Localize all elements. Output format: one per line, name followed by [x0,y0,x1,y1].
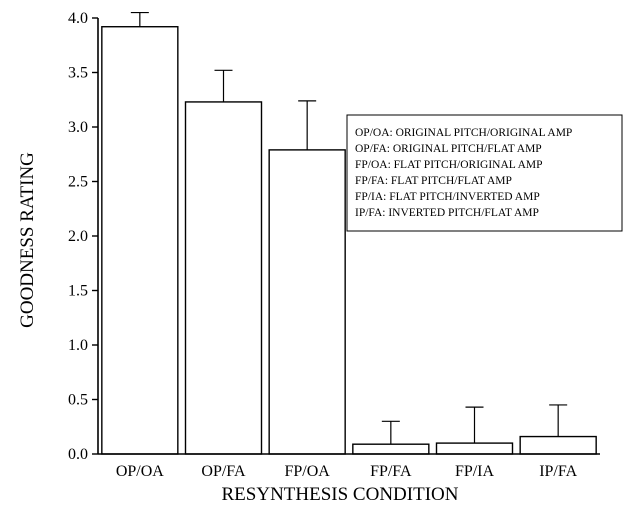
legend-entry: IP/FA: INVERTED PITCH/FLAT AMP [355,207,539,219]
x-tick-label: FP/FA [370,463,412,480]
y-tick-label: 0.5 [68,392,88,409]
y-tick-label: 1.0 [68,337,88,354]
legend-entry: FP/FA: FLAT PITCH/FLAT AMP [355,175,512,187]
x-tick-label: FP/OA [284,463,330,480]
bars [101,11,597,455]
y-tick-label: 2.5 [68,174,88,191]
x-tick-label: FP/IA [455,463,495,480]
bar [184,101,263,455]
bar [101,26,179,455]
legend: OP/OA: ORIGINAL PITCH/ORIGINAL AMP OP/FA:… [346,114,623,232]
y-tick-label: 1.5 [68,283,88,300]
y-axis-title: GOODNESS RATING [17,152,38,328]
y-tick-label: 3.0 [68,119,88,136]
y-tick-label: 4.0 [68,10,88,27]
x-axis-tick-labels: OP/OA OP/FA FP/OA FP/FA FP/IA IP/FA [116,463,578,480]
legend-entry: FP/OA: FLAT PITCH/ORIGINAL AMP [355,159,543,171]
x-tick-label: OP/FA [201,463,246,480]
bar [268,149,346,455]
y-tick-label: 0.0 [68,446,88,463]
bar [519,435,597,455]
bar [352,443,430,455]
legend-entry: FP/IA: FLAT PITCH/INVERTED AMP [355,191,540,203]
x-axis-title: RESYNTHESIS CONDITION [222,484,459,505]
legend-box [346,114,623,232]
x-tick-label: OP/OA [116,463,164,480]
x-tick-label: IP/FA [539,463,577,480]
y-tick-label: 3.5 [68,65,88,82]
bar [435,442,514,455]
y-tick-label: 2.0 [68,228,88,245]
legend-entry: OP/OA: ORIGINAL PITCH/ORIGINAL AMP [355,127,572,139]
y-axis-ticks: 0.0 0.5 1.0 1.5 2.0 2.5 3.0 3.5 4.0 [68,10,98,463]
legend-entry: OP/FA: ORIGINAL PITCH/FLAT AMP [355,143,542,155]
